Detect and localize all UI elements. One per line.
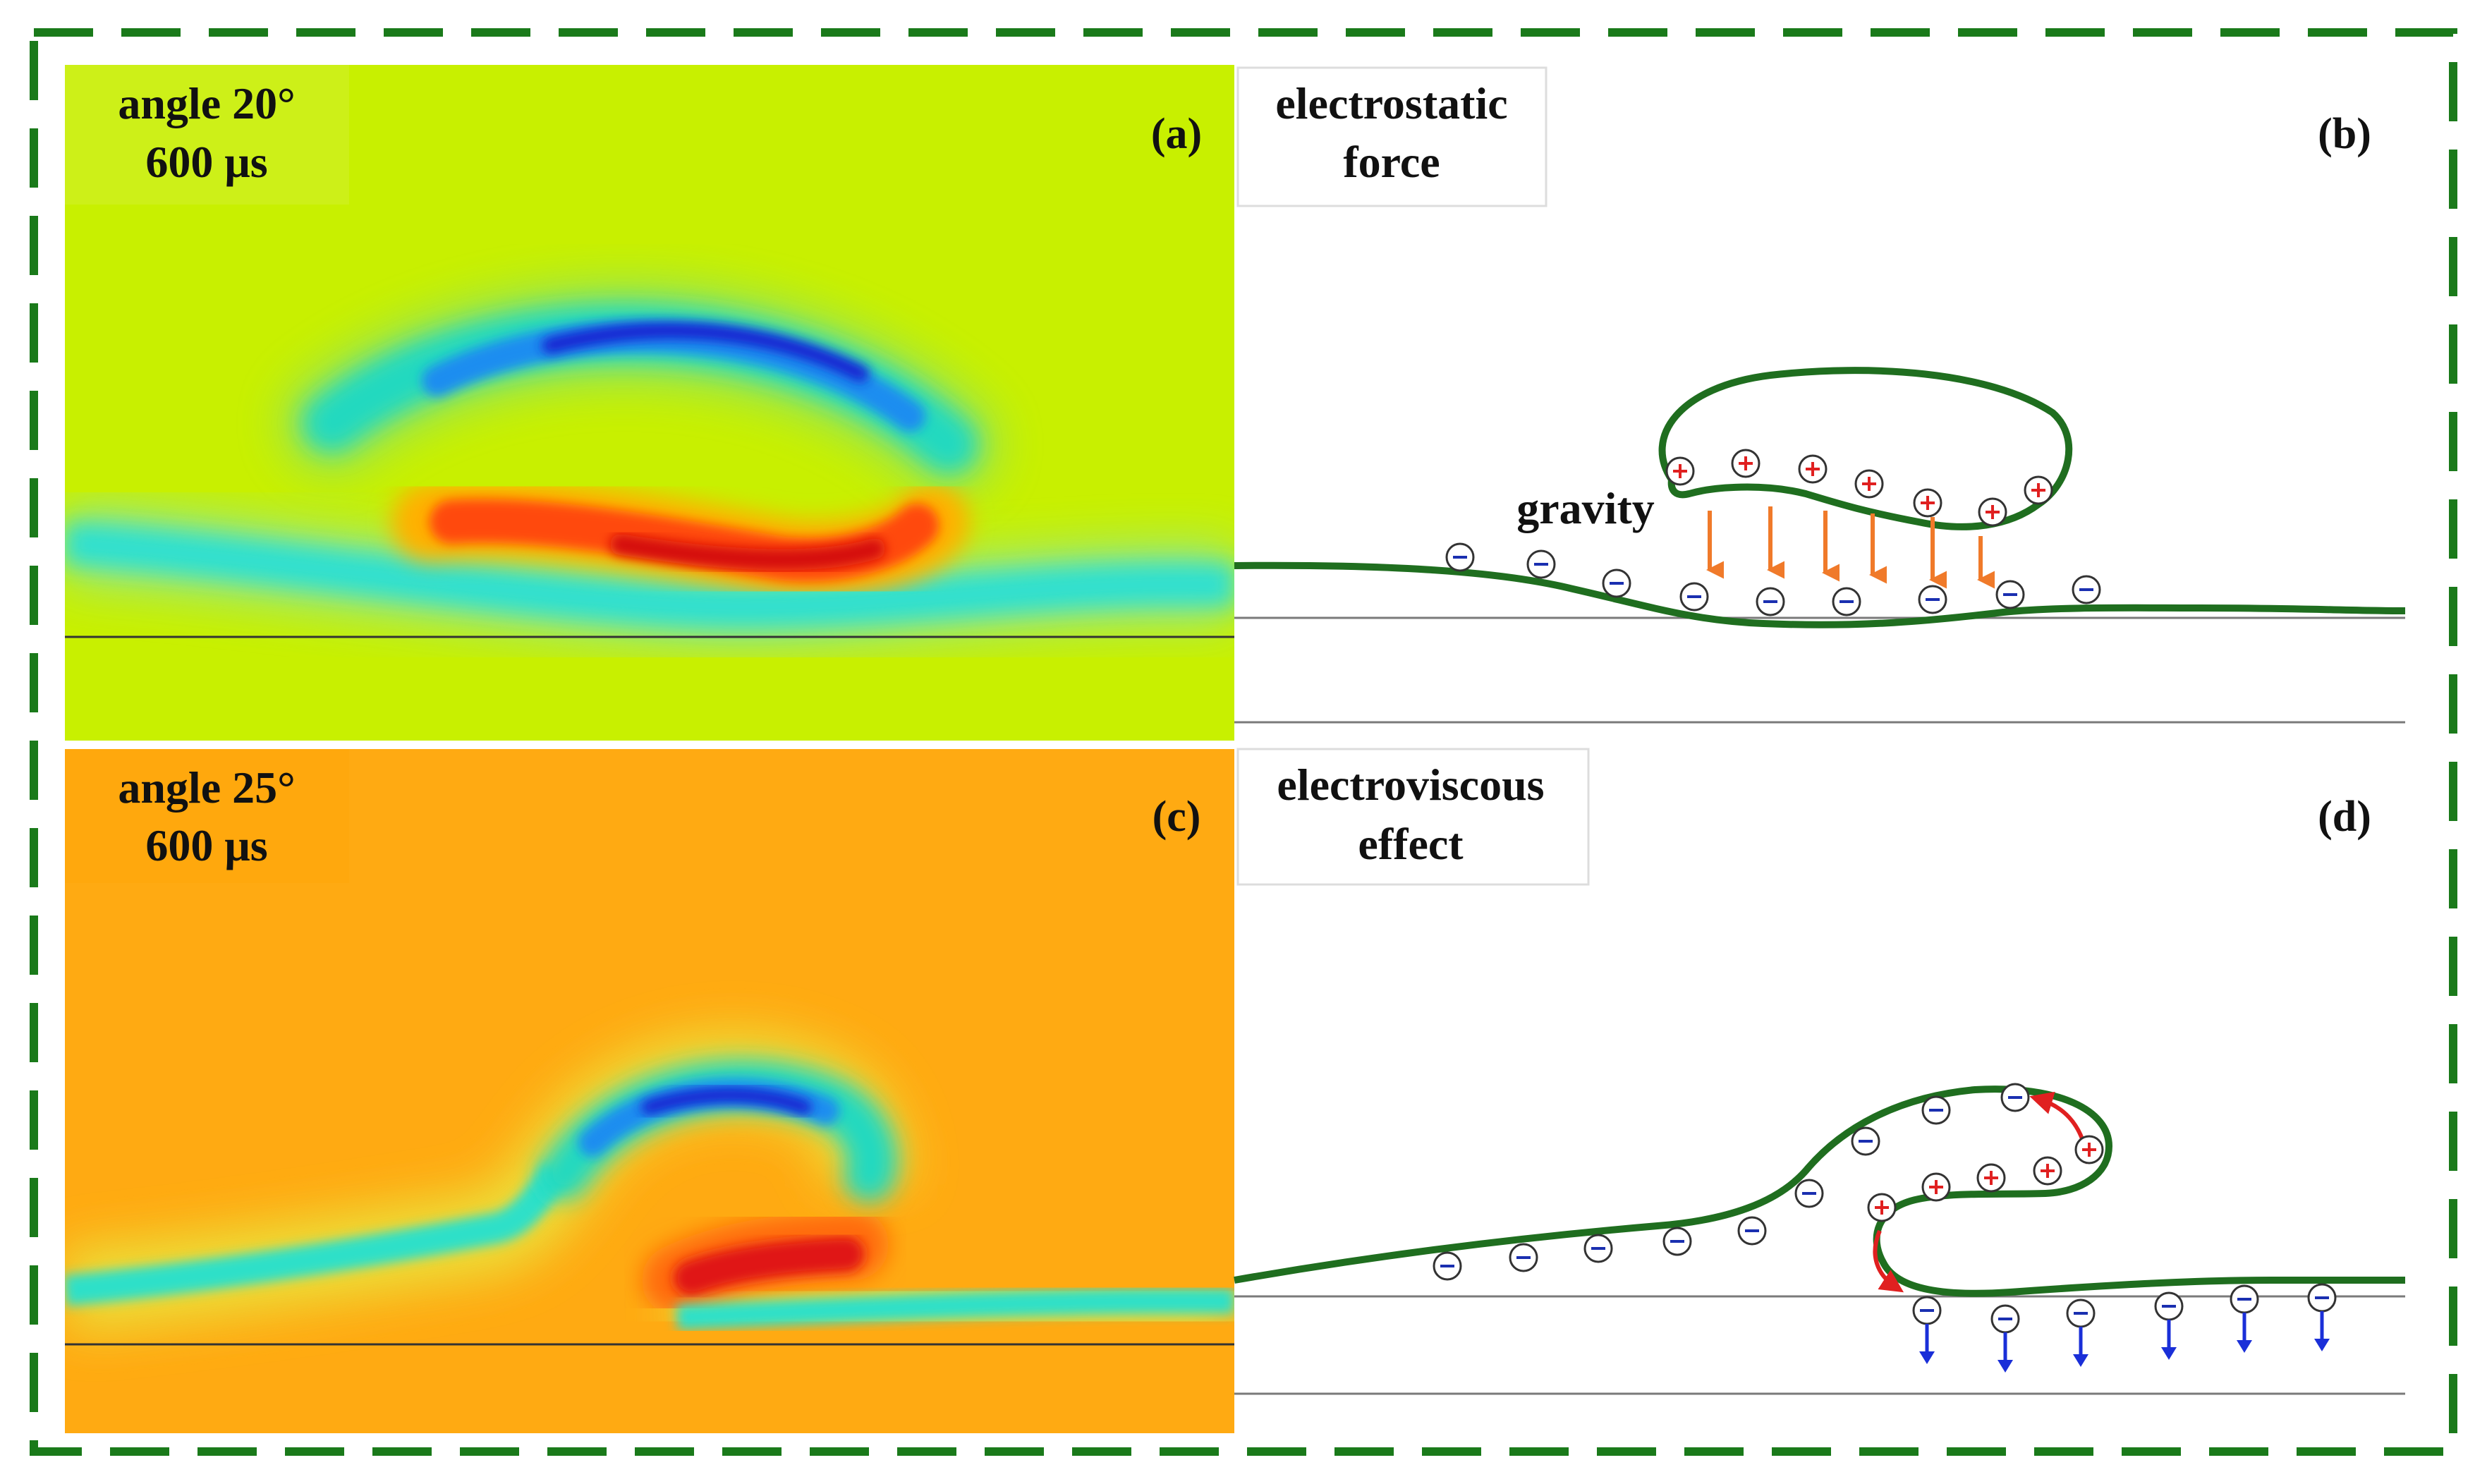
negative-charge-icon [2307, 1283, 2337, 1313]
negative-charge-icon [1921, 1095, 1951, 1125]
negative-charge-icon [1583, 1234, 1613, 1263]
panel-d: electroviscous effect (d) [1234, 748, 2405, 1395]
high-field-region-c [674, 1236, 864, 1296]
panel-a-label-time: 600 μs [145, 137, 267, 187]
panel-b-label-line1: electrostatic [1275, 78, 1507, 128]
gravity-label: gravity [1516, 483, 1655, 533]
negative-charge-icon [1679, 582, 1709, 612]
left-film-band [65, 1161, 570, 1306]
negative-charge-icon [2230, 1284, 2259, 1314]
negative-charge-icon [1995, 580, 2025, 609]
negative-charge-icon [1526, 549, 1556, 579]
panel-d-interface [1234, 1085, 2405, 1297]
panel-d-label-box [1236, 748, 1590, 886]
negative-charge-icon [2154, 1291, 2184, 1321]
positive-charge-icon [1921, 1172, 1951, 1202]
viscous-arrow-head [2073, 1354, 2088, 1367]
positive-charge-icon [1798, 454, 1828, 484]
negative-charge-icon [2066, 1298, 2096, 1328]
wall-band [65, 522, 1234, 628]
positive-charge-icon [1976, 1163, 2006, 1193]
panel-c-label-time: 600 μs [145, 820, 267, 870]
positive-charge-icon [1978, 497, 2007, 527]
viscous-arrow-head [2314, 1339, 2330, 1351]
viscous-arrow-head [2237, 1340, 2252, 1353]
panel-a [65, 65, 1234, 741]
negative-charge-icon [1602, 568, 1631, 598]
negative-charge-icon [1445, 542, 1475, 572]
viscous-arrow-head [2161, 1347, 2177, 1360]
gravity-arrows [1705, 506, 1995, 589]
panel-b: electrostatic force (b) gravity [1234, 66, 2406, 724]
panel-d-id: (d) [2318, 793, 2371, 841]
viscous-arrow-head [1919, 1351, 1935, 1364]
negative-charge-icon [1851, 1126, 1880, 1156]
negative-charge-icon [1737, 1216, 1767, 1246]
positive-charge-icon [2033, 1156, 2062, 1186]
panel-c [65, 749, 1234, 1433]
panel-d-negative-charges [1433, 1083, 2030, 1281]
positive-charge-icon [2024, 475, 2053, 505]
panel-d-viscous-charges [1912, 1283, 2337, 1373]
positive-charge-icon [1867, 1193, 1897, 1222]
positive-charge-icon [1665, 456, 1695, 486]
figure-border [30, 28, 2457, 1456]
panel-b-interface [1234, 561, 2406, 628]
panel-b-id: (b) [2318, 110, 2371, 158]
viscous-arrow-head [1997, 1360, 2013, 1373]
panel-b-negative-charges [1445, 542, 2101, 616]
panel-c-label-angle: angle 25° [118, 762, 295, 813]
panel-d-label-line1: electroviscous [1277, 760, 1544, 810]
panel-d-positive-charges [1867, 1135, 2104, 1222]
positive-charge-icon [1854, 469, 1884, 499]
negative-charge-icon [2072, 575, 2101, 604]
positive-charge-icon [1913, 488, 1942, 518]
positive-charge-icon [2074, 1135, 2104, 1164]
positive-charge-icon [1731, 449, 1761, 478]
panel-b-positive-charges [1665, 449, 2053, 527]
negative-charge-icon [1912, 1296, 1942, 1325]
negative-charge-icon [1756, 587, 1785, 616]
panel-b-label-line2: force [1343, 137, 1440, 187]
right-film-band [676, 1288, 1234, 1330]
negative-charge-icon [2000, 1083, 2030, 1112]
negative-charge-icon [1794, 1179, 1824, 1208]
negative-charge-icon [1662, 1227, 1692, 1256]
panel-a-id: (a) [1151, 110, 1202, 158]
panel-b-droplet [1658, 367, 2073, 530]
negative-charge-icon [1832, 587, 1861, 616]
negative-charge-icon [1433, 1251, 1462, 1281]
curl-arrow-lower [1873, 1229, 1904, 1293]
panel-d-label-line2: effect [1358, 819, 1464, 869]
panel-b-label-box [1236, 66, 1547, 207]
panel-c-id: (c) [1153, 793, 1201, 841]
negative-charge-icon [1509, 1243, 1538, 1272]
panel-a-label-angle: angle 20° [118, 78, 295, 128]
negative-charge-icon [1918, 585, 1947, 614]
negative-charge-icon [1990, 1304, 2020, 1334]
